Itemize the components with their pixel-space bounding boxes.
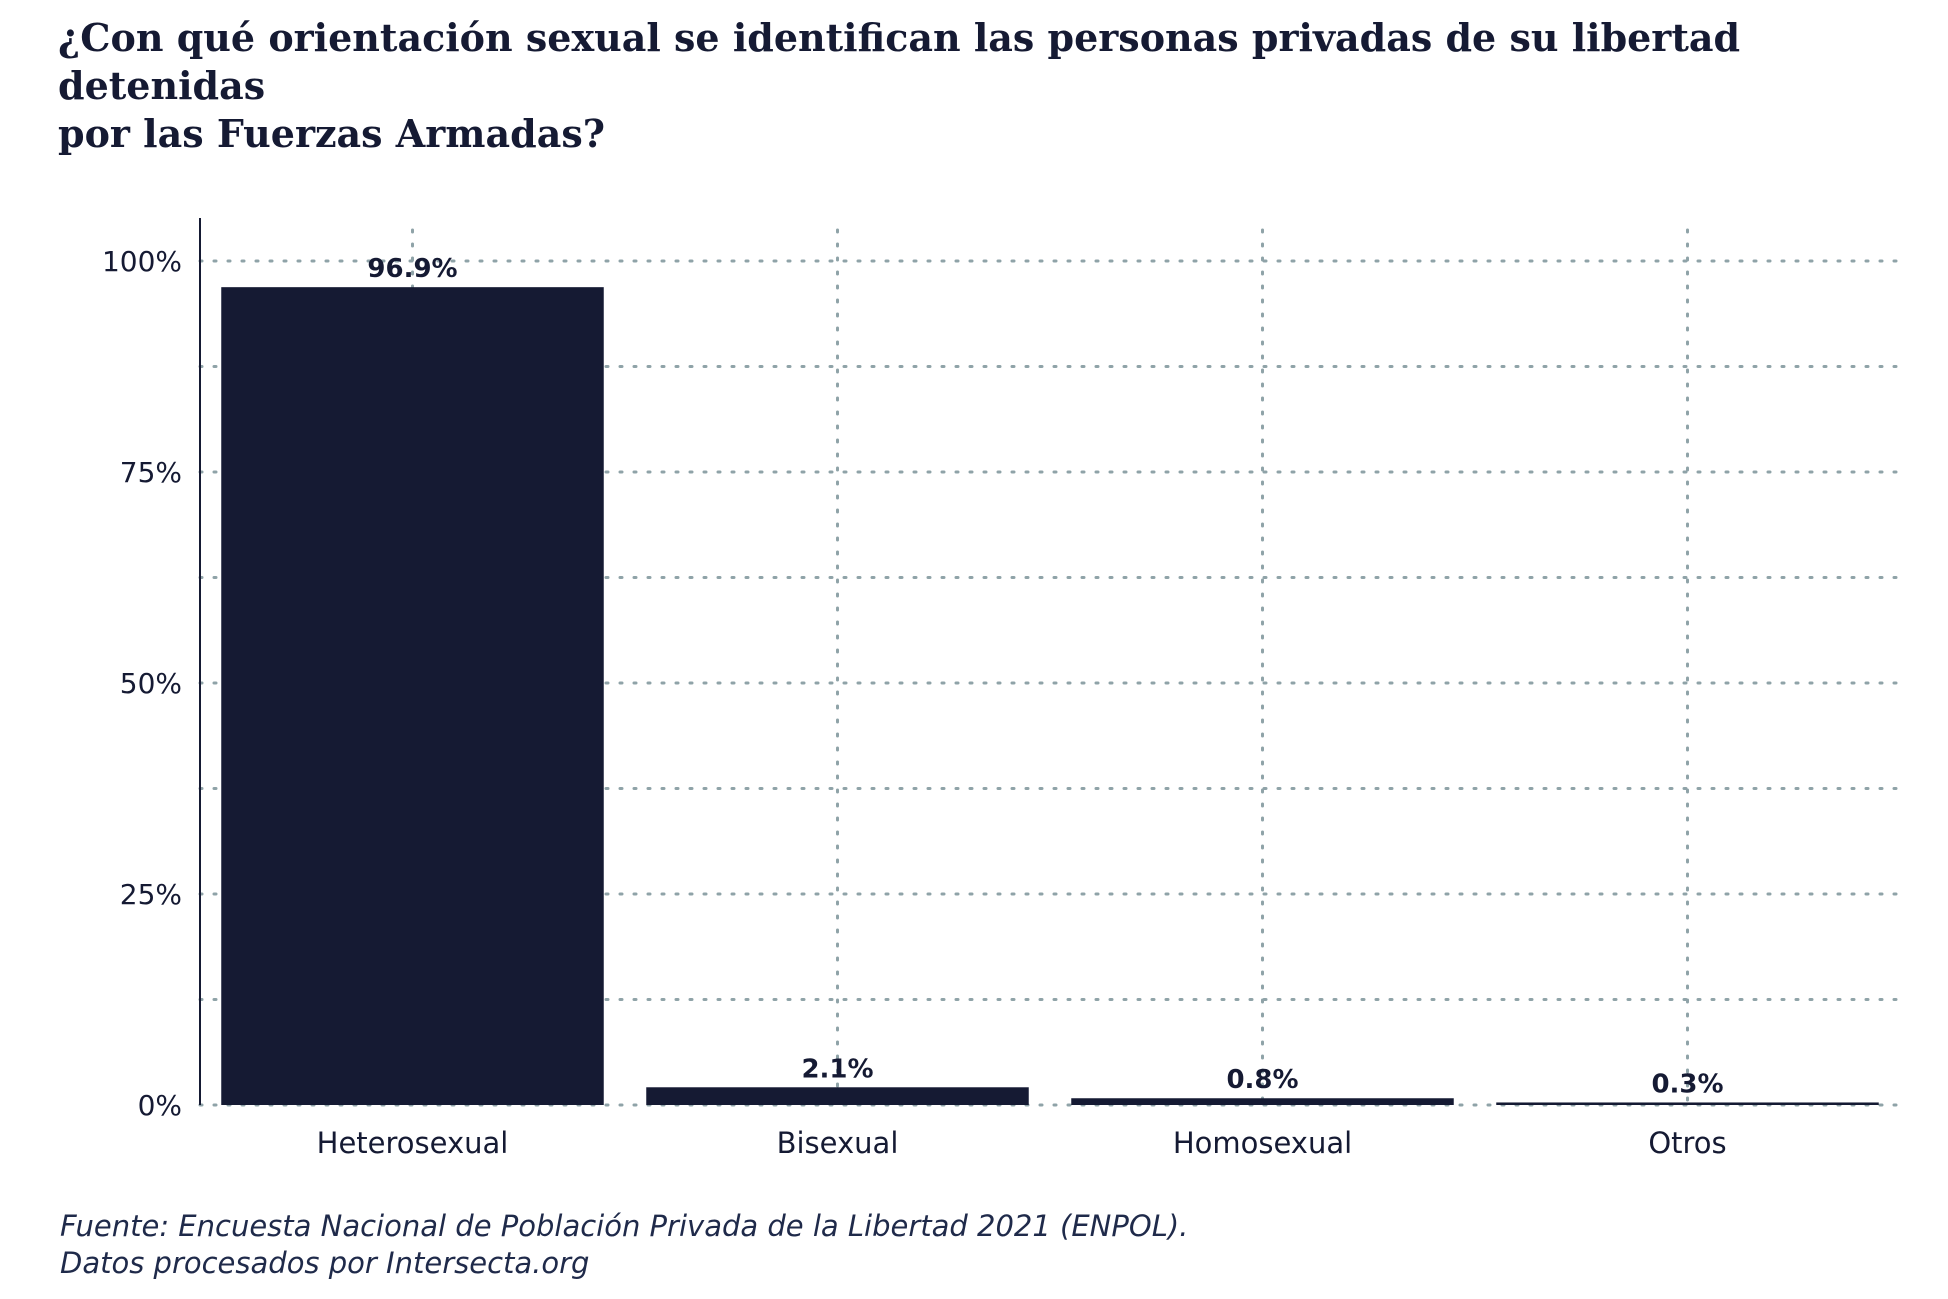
chart-title: ¿Con qué orientación sexual se identific… — [58, 14, 1918, 158]
bar-homosexual — [1071, 1098, 1454, 1105]
title-line-2: por las Fuerzas Armadas? — [58, 111, 605, 156]
bar-bisexual — [646, 1087, 1029, 1105]
title-line-1: ¿Con qué orientación sexual se identific… — [58, 15, 1741, 108]
x-tick-label: Homosexual — [1173, 1126, 1352, 1160]
y-tick-label: 75% — [120, 456, 182, 489]
x-tick-label: Otros — [1648, 1126, 1726, 1160]
y-tick-label: 25% — [120, 878, 182, 911]
data-label: 0.8% — [1226, 1065, 1298, 1095]
source-caption: Fuente: Encuesta Nacional de Población P… — [60, 1208, 1188, 1282]
data-label: 0.3% — [1651, 1069, 1723, 1099]
data-label: 96.9% — [367, 254, 457, 284]
bar-heterosexual — [221, 287, 604, 1105]
caption-line-1: Fuente: Encuesta Nacional de Población P… — [60, 1209, 1189, 1243]
y-tick-label: 0% — [138, 1089, 182, 1122]
y-tick-label: 100% — [102, 245, 182, 278]
x-tick-label: Heterosexual — [317, 1126, 509, 1160]
caption-line-2: Datos procesados por Intersecta.org — [60, 1246, 590, 1280]
data-label: 2.1% — [801, 1054, 873, 1084]
y-tick-label: 50% — [120, 667, 182, 700]
bar-otros — [1496, 1102, 1879, 1105]
x-tick-label: Bisexual — [777, 1126, 899, 1160]
